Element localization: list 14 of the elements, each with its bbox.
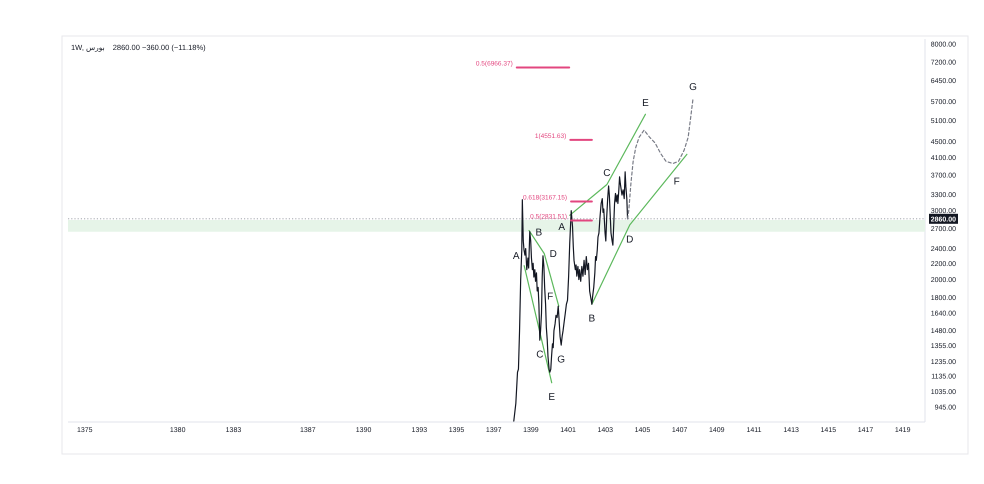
annotation: F bbox=[547, 292, 554, 303]
annotation: E bbox=[642, 98, 649, 109]
annotation: B bbox=[588, 314, 596, 325]
annotation: B bbox=[535, 227, 542, 238]
annotation: F bbox=[674, 176, 680, 188]
annotation: E bbox=[548, 392, 556, 404]
annotation: D bbox=[550, 249, 557, 260]
annotation: C bbox=[603, 168, 611, 179]
annotation: A bbox=[558, 222, 566, 233]
annotation: A bbox=[512, 251, 520, 262]
annotation: G bbox=[557, 354, 566, 366]
annotation: C bbox=[536, 350, 544, 361]
annotation: G bbox=[689, 82, 697, 94]
annotation: D bbox=[626, 234, 634, 246]
